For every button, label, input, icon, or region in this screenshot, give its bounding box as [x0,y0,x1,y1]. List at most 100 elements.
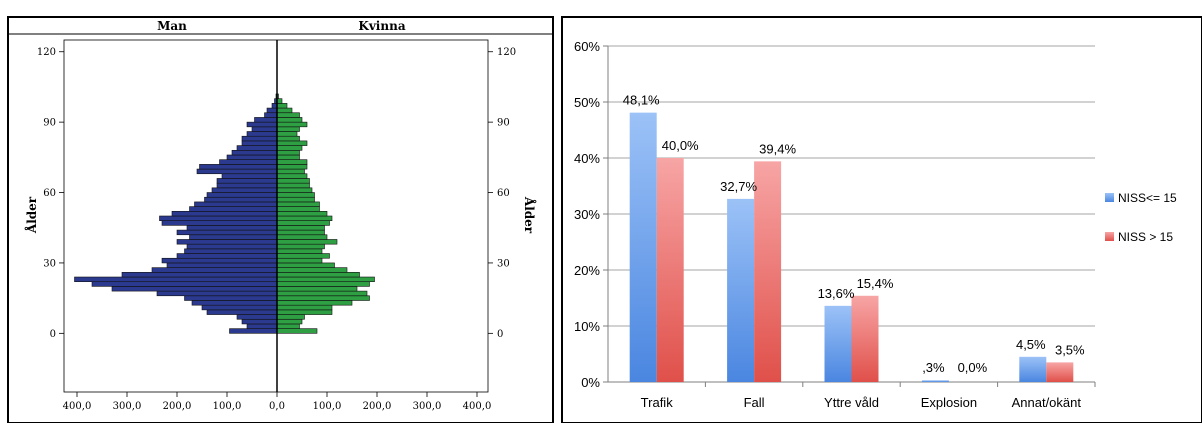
bar-man [166,262,278,268]
bar-kvinna [276,253,330,259]
bar-man [176,253,278,259]
bar-man [231,149,278,156]
bar-man [206,309,278,315]
bar-kvinna [276,154,300,160]
bar-niss-low [1019,356,1047,382]
bar-kvinna [276,168,305,175]
y-tick-label-left: 120 [37,47,56,58]
x-axis: 400,0 300,0 200,0 100,0 0,0 100,0 200,0 300,0 40… [63,392,492,412]
bar-niss-low [629,112,657,382]
bar-niss-high [851,295,879,382]
x-tick-label: 400,0 [463,401,492,412]
y-tick-label-right: 90 [497,118,510,129]
bar-man [236,314,278,320]
bar-man [246,323,278,329]
data-label: 48,1% [623,93,660,108]
bar-kvinna [276,121,308,128]
bar-kvinna [276,164,308,170]
y-tick-label-right: 0 [497,329,503,340]
bar-kvinna [276,248,323,254]
x-tick-label: 200,0 [363,401,392,412]
bar-man [159,215,278,221]
bar-kvinna [276,149,300,156]
bar-kvinna [276,131,298,137]
x-tick-label: 100,0 [213,401,242,412]
y-tick-label: 60% [574,39,600,54]
legend-swatch-niss-low [1105,193,1114,202]
x-tick-label: 200,0 [163,401,192,412]
bar-man [91,281,278,287]
y-tick-label-left: 60 [43,188,56,199]
bar-man [176,229,278,236]
bar-kvinna [276,295,370,301]
bar-man [201,304,278,311]
bar-niss-high [1046,362,1074,382]
bar-niss-high [656,158,684,382]
y-tick-label-right: 120 [497,47,516,58]
y-axis-right: 0 30 60 90 120 [488,47,516,340]
bar-man [251,126,278,132]
bar-kvinna [276,234,328,240]
bar-kvinna [276,117,303,123]
bar-kvinna [276,196,315,203]
panel-label-kvinna: Kvinna [358,19,405,33]
y-axis-title-left: Ålder [24,196,39,234]
bar-man [184,248,278,254]
bar-series [629,112,1074,382]
panel-label-man: Man [157,19,187,33]
bar-man [194,201,278,207]
data-label: 32,7% [720,179,757,194]
bar-man [161,257,278,264]
bar-kvinna [276,281,370,287]
bar-man [151,267,278,273]
bar-x-axis: Trafik Fall Yttre våld Explosion Annat/okänt [641,382,1096,410]
bar-kvinna [276,328,318,334]
bar-kvinna [276,159,308,165]
bar-kvinna [276,262,335,268]
y-tick-label-left: 90 [43,118,56,129]
bar-kvinna [276,276,375,283]
x-tick-label: 300,0 [413,401,442,412]
x-tick-label: Annat/okänt [1012,395,1082,410]
data-label: ,3% [922,360,945,375]
bar-kvinna [276,229,325,236]
x-tick-label: 100,0 [313,401,342,412]
bar-man [254,117,278,123]
bar-kvinna [276,182,310,189]
bar-kvinna [276,107,293,114]
bar-man [199,164,278,170]
data-label: 40,0% [662,138,699,153]
bar-kvinna [276,267,348,273]
bar-man [186,243,278,250]
y-tick-label: 20% [574,263,600,278]
y-tick-label-right: 30 [497,258,510,269]
bar-niss-high [754,161,782,382]
bar-man [216,182,278,189]
bar-kvinna [276,304,333,311]
bar-kvinna [276,318,303,325]
bar-man [216,178,278,184]
y-tick-label: 10% [574,319,600,334]
bar-kvinna [276,173,308,179]
bar-man [211,187,278,193]
bar-man [176,239,278,245]
bar-kvinna [276,140,308,146]
bar-kvinna [276,272,360,278]
bar-kvinna [276,187,313,193]
y-tick-label: 40% [574,151,600,166]
bar-man [206,192,278,198]
bar-kvinna [276,135,300,142]
data-label: 4,5% [1016,337,1046,352]
y-axis-left: 0 30 60 90 120 [37,47,64,340]
bar-man [246,121,278,128]
bar-kvinna [276,309,333,315]
bar-man [156,290,278,297]
bar-man [196,168,278,175]
x-tick-label: Fall [744,395,765,410]
bar-man [121,272,278,278]
bar-data-labels: 48,1% 40,0% 32,7% 39,4% 13,6%15,4% ,3% 0,0% 4,5… [623,93,1085,375]
y-tick-label: 30% [574,207,600,222]
x-tick-label: 300,0 [113,401,142,412]
bar-kvinna [276,145,303,151]
